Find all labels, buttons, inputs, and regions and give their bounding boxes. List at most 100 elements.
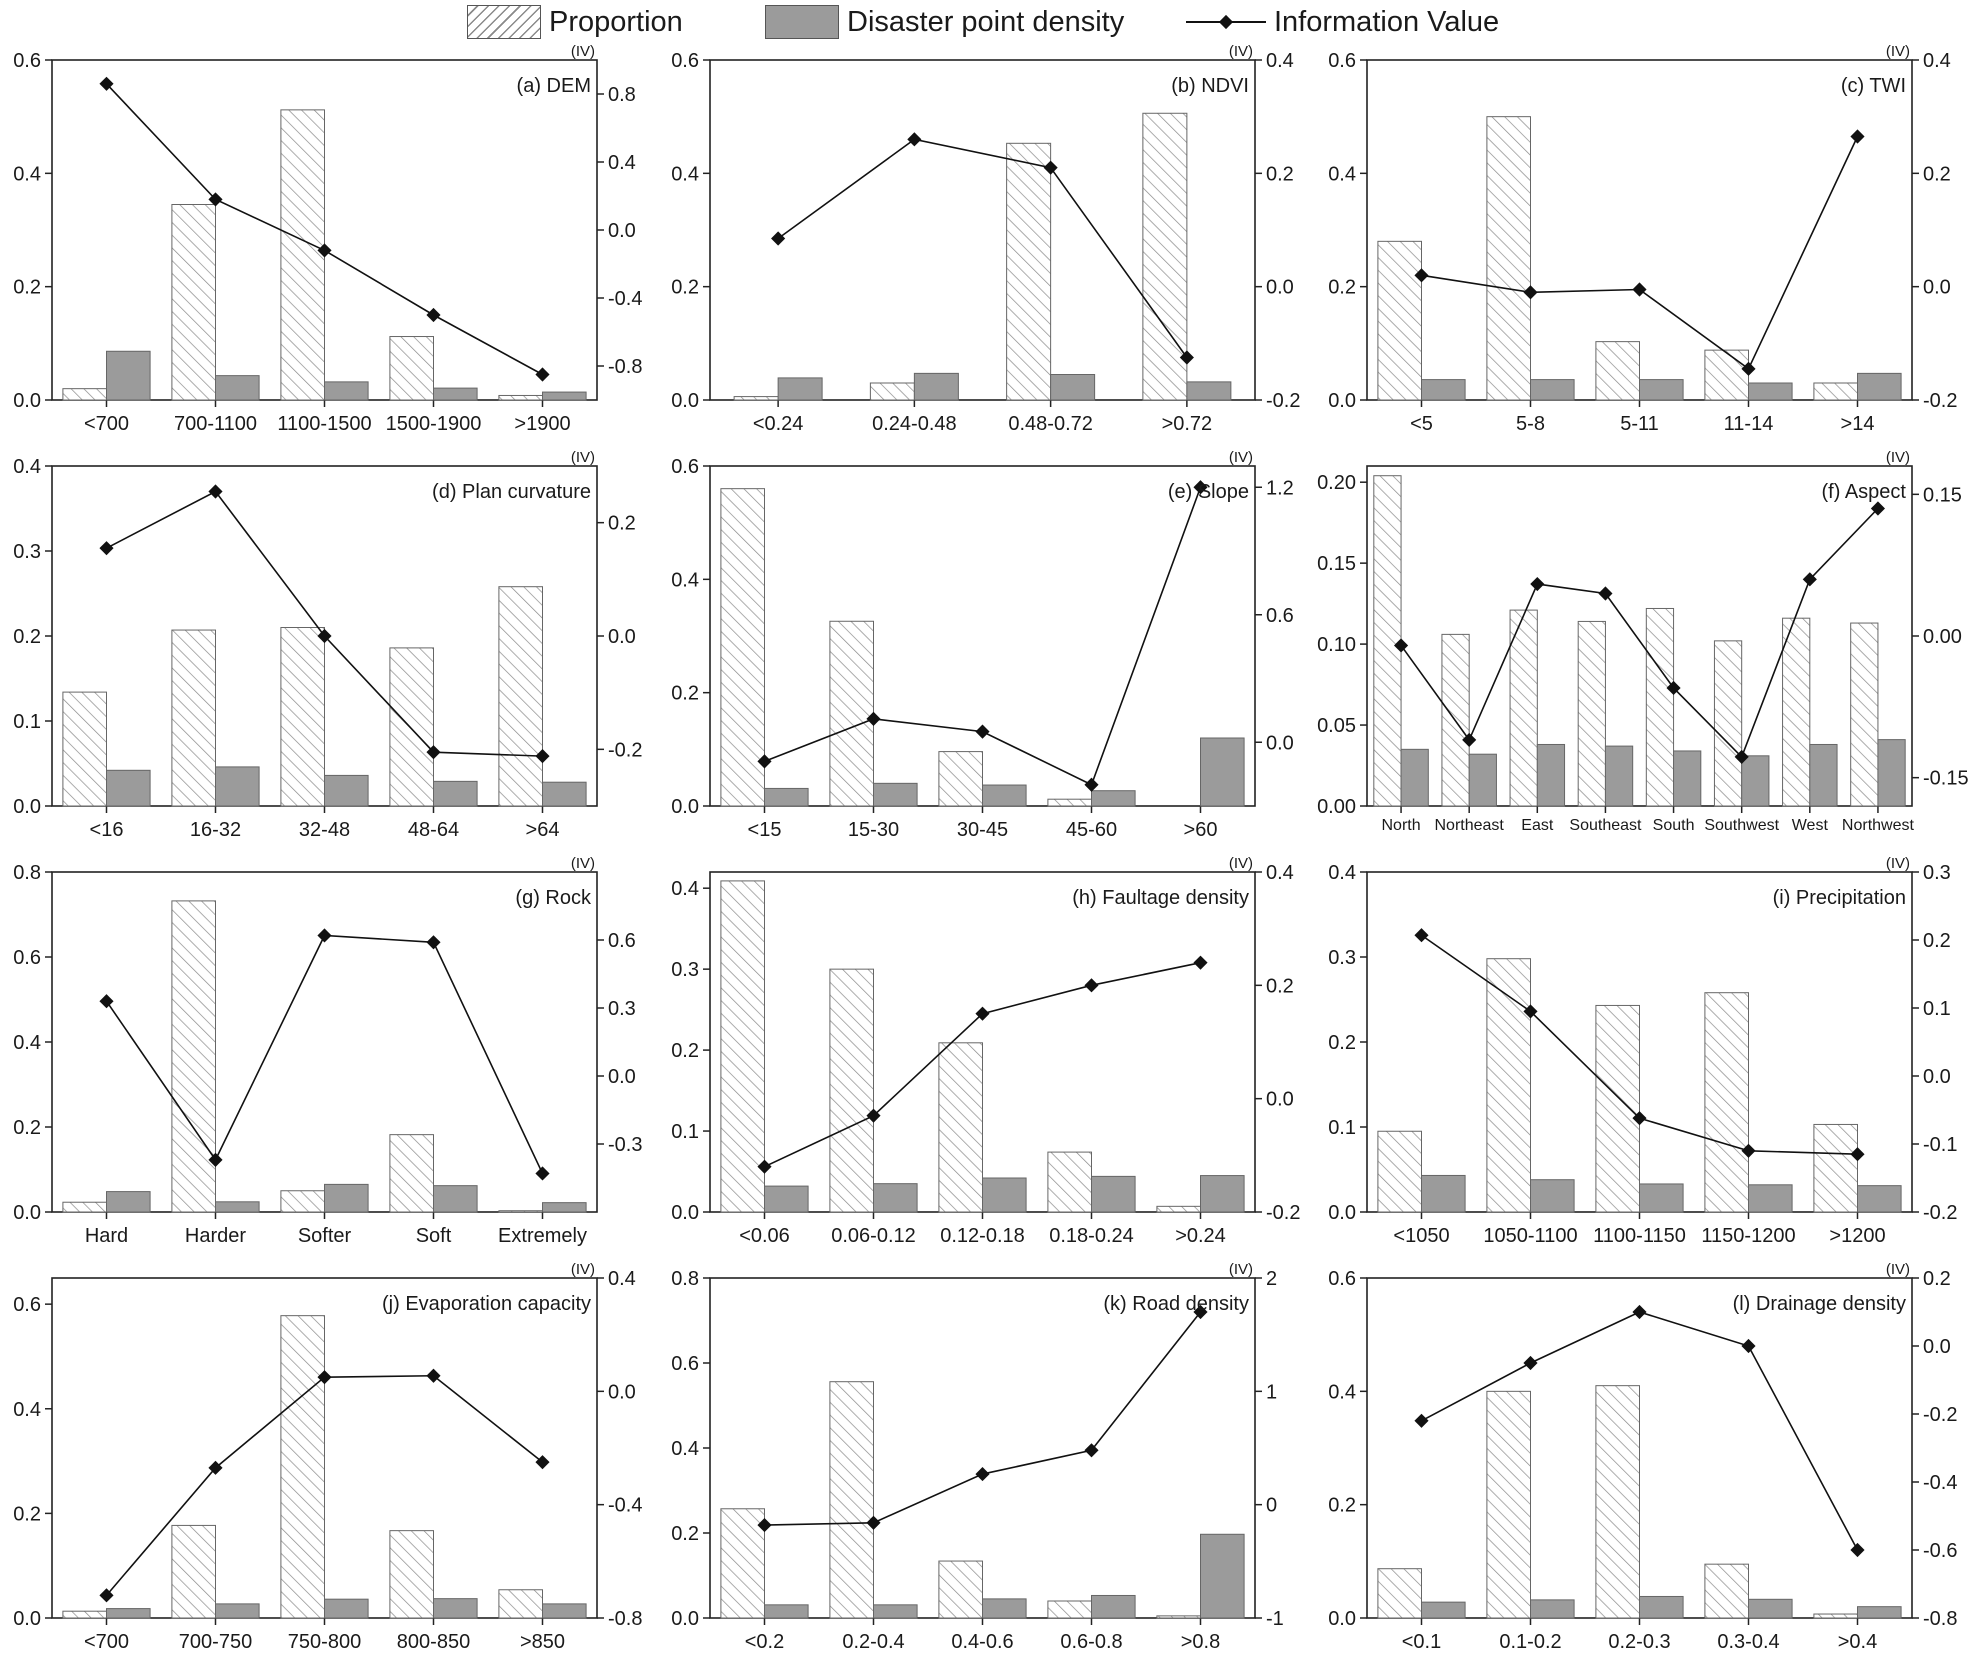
right-tick-label: 0.2: [608, 513, 636, 535]
x-tick-label: <700: [84, 1631, 129, 1653]
left-tick-label: 0.2: [671, 1040, 699, 1062]
density-bar: [1536, 743, 1566, 807]
chart-title: (f) Aspect: [1822, 481, 1907, 503]
line-marker-icon: [1186, 5, 1266, 39]
iv-point: [426, 935, 441, 950]
right-tick-label: 0.0: [1923, 1066, 1951, 1088]
x-tick-label: 1150-1200: [1701, 1225, 1795, 1247]
iv-axis-tag: (IV): [571, 855, 595, 872]
chart-panel-1: 0.0 0.2 0.4 0.6 -0.8 -0.4 0.0 0.4 0.8 (IV) <700 700…: [13, 43, 642, 435]
right-tick-label: 0.0: [608, 220, 636, 242]
proportion-bar: [1595, 1004, 1641, 1213]
x-tick-label: 0.24-0.48: [872, 413, 957, 435]
proportion-bar: [1377, 1130, 1423, 1213]
chart-title: (h) Faultage density: [1072, 887, 1249, 909]
left-tick-label: 0.2: [1328, 1495, 1356, 1517]
density-bar: [542, 1202, 587, 1213]
iv-point: [208, 1152, 223, 1167]
left-tick-label: 0.0: [671, 1608, 699, 1630]
left-tick-label: 0.4: [13, 163, 41, 185]
iv-axis-tag: (IV): [1886, 449, 1910, 466]
left-tick-label: 0.2: [671, 683, 699, 705]
iv-point: [1084, 777, 1099, 792]
iv-point: [975, 1466, 990, 1482]
left-tick-label: 0.0: [1328, 1608, 1356, 1630]
density-bar: [215, 375, 260, 401]
iv-point: [1632, 1304, 1647, 1320]
iv-point: [975, 724, 990, 739]
iv-point: [907, 132, 922, 147]
x-tick-label: >14: [1841, 413, 1875, 435]
proportion-bar: [1850, 622, 1879, 807]
iv-point: [317, 1370, 332, 1385]
proportion-bar: [1704, 992, 1750, 1213]
proportion-bar: [1441, 633, 1470, 807]
x-tick-label: 16-32: [190, 819, 241, 841]
left-tick-label: 0.0: [1328, 1202, 1356, 1224]
iv-point: [757, 754, 772, 769]
proportion-bar: [1486, 1390, 1532, 1619]
density-bar: [913, 372, 959, 401]
x-tick-label: 750-800: [288, 1631, 361, 1653]
x-tick-label: 800-850: [397, 1631, 470, 1653]
proportion-bar: [280, 1190, 325, 1213]
chart-panel-4: 0.0 0.1 0.2 0.3 0.4 -0.2 0.0 0.2 (IV) <16 16-32 32-…: [13, 449, 642, 841]
solid-bar-swatch-icon: [765, 5, 839, 39]
x-tick-label: 0.06-0.12: [831, 1225, 916, 1247]
left-tick-label: 0.6: [13, 1294, 41, 1316]
iv-point: [535, 1166, 550, 1181]
iv-point: [426, 1368, 441, 1383]
x-tick-label: <5: [1410, 413, 1433, 435]
right-tick-label: 1: [1266, 1381, 1277, 1403]
density-bar: [982, 1177, 1027, 1213]
iv-point: [1850, 1147, 1865, 1162]
x-tick-label: <16: [90, 819, 124, 841]
right-tick-label: 1.2: [1266, 477, 1294, 499]
x-tick-label: 1100-1150: [1593, 1225, 1686, 1247]
left-tick-label: 0.0: [13, 1608, 41, 1630]
iv-point: [866, 711, 881, 726]
iv-point: [1523, 1355, 1538, 1371]
density-bar: [1673, 750, 1702, 807]
proportion-bar: [829, 620, 875, 807]
x-tick-label: East: [1521, 817, 1554, 834]
right-tick-label: 0.2: [1923, 1268, 1951, 1290]
iv-point: [1193, 955, 1208, 970]
x-tick-label: 1050-1100: [1483, 1225, 1577, 1247]
iv-axis-tag: (IV): [1229, 449, 1253, 466]
chart-title: (e) Slope: [1168, 481, 1249, 503]
iv-point: [1393, 638, 1409, 653]
density-bar: [873, 782, 918, 807]
iv-point: [426, 745, 441, 760]
proportion-bar: [869, 382, 915, 401]
x-tick-label: 5-11: [1620, 413, 1659, 435]
density-bar: [542, 1603, 587, 1619]
left-tick-label: 0.6: [13, 50, 41, 72]
proportion-bar: [62, 388, 107, 401]
x-tick-label: 32-48: [299, 819, 350, 841]
iv-point: [1870, 501, 1886, 516]
iv-point: [1598, 586, 1613, 601]
left-tick-label: 0.3: [13, 541, 41, 563]
iv-point: [1414, 268, 1429, 283]
right-tick-label: 0.0: [608, 1066, 636, 1088]
proportion-bar: [171, 629, 216, 807]
left-tick-label: 0.4: [671, 878, 699, 900]
x-tick-label: West: [1792, 817, 1829, 834]
x-tick-label: Southeast: [1569, 817, 1642, 834]
iv-point: [1850, 1542, 1865, 1558]
density-bar: [324, 381, 369, 401]
iv-point: [99, 994, 114, 1009]
density-bar: [1857, 1606, 1902, 1619]
proportion-bar: [938, 751, 984, 807]
x-tick-label: 0.3-0.4: [1717, 1631, 1779, 1653]
iv-point: [1179, 350, 1194, 365]
x-tick-label: <1050: [1393, 1225, 1449, 1247]
proportion-bar: [498, 1210, 543, 1213]
density-bar: [1200, 1533, 1245, 1619]
density-bar: [1639, 379, 1684, 401]
density-bar: [1857, 1185, 1902, 1213]
proportion-bar: [1142, 112, 1188, 401]
density-bar: [215, 1603, 260, 1619]
iv-point: [1741, 1338, 1756, 1354]
